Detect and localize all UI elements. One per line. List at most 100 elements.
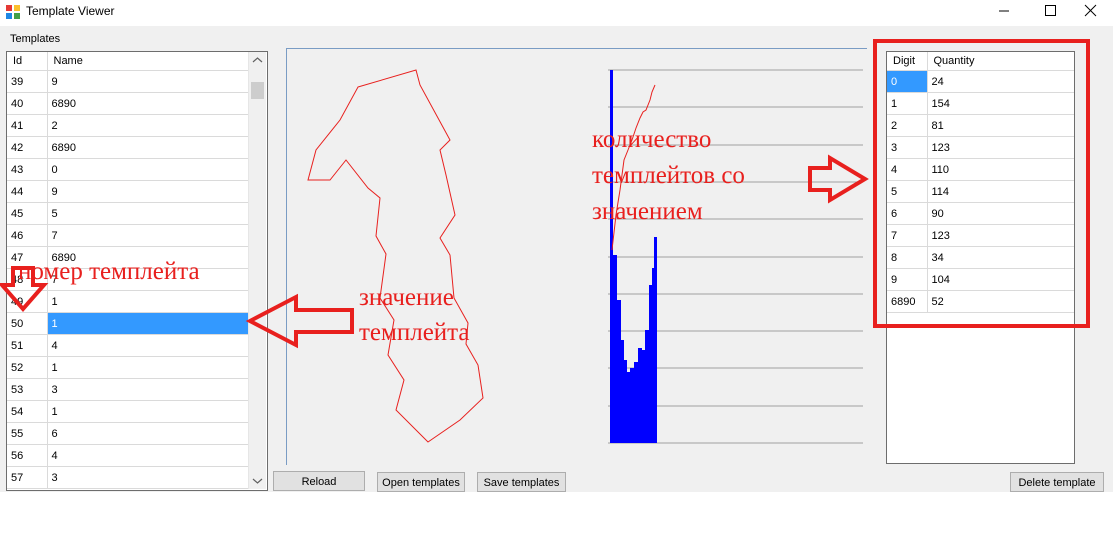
- template-preview-panel: [286, 48, 867, 465]
- digit-row[interactable]: 0 24: [887, 70, 1074, 93]
- digit-row[interactable]: 9 104: [887, 268, 1074, 291]
- minimize-button[interactable]: [981, 0, 1027, 26]
- template-cell[interactable]: 40: [7, 92, 48, 115]
- minimize-icon: [999, 10, 1009, 12]
- save-templates-button[interactable]: Save templates: [477, 472, 566, 492]
- template-row[interactable]: 39 9: [7, 70, 250, 93]
- digit-cell[interactable]: 154: [927, 92, 1074, 115]
- digit-cell[interactable]: 2: [887, 114, 928, 137]
- template-cell[interactable]: 55: [7, 422, 48, 445]
- digit-cell[interactable]: 7: [887, 224, 928, 247]
- digit-row[interactable]: 8 34: [887, 246, 1074, 269]
- template-cell[interactable]: 57: [7, 466, 48, 489]
- digit-row[interactable]: 5 114: [887, 180, 1074, 203]
- digit-row[interactable]: 7 123: [887, 224, 1074, 247]
- annotation-count-line1: количество: [592, 126, 712, 153]
- scrollbar-thumb[interactable]: [251, 82, 264, 99]
- template-cell[interactable]: 39: [7, 70, 48, 93]
- digit-row[interactable]: 3 123: [887, 136, 1074, 159]
- digits-table: Digit Quantity 0 24 1 154 2 81 3 123 4 110 5 114 6 90…: [887, 52, 1074, 313]
- template-cell[interactable]: 51: [7, 334, 48, 357]
- digit-row[interactable]: 4 110: [887, 158, 1074, 181]
- column-header-quantity[interactable]: Quantity: [927, 52, 1074, 71]
- digit-cell[interactable]: 52: [927, 290, 1074, 313]
- template-row[interactable]: 50 1: [7, 312, 250, 335]
- digit-row[interactable]: 6890 52: [887, 290, 1074, 313]
- digit-row[interactable]: 1 154: [887, 92, 1074, 115]
- template-row[interactable]: 43 0: [7, 158, 250, 181]
- digit-cell[interactable]: 0: [887, 70, 928, 93]
- template-cell[interactable]: 6890: [47, 92, 250, 115]
- templates-grid[interactable]: Id Name 39 9 40 6890 41 2 42 6890 43 0 44 9 45 5 46 7 47…: [6, 51, 268, 491]
- digit-cell[interactable]: 123: [927, 136, 1074, 159]
- template-row[interactable]: 41 2: [7, 114, 250, 137]
- template-row[interactable]: 57 3: [7, 466, 250, 489]
- reload-button[interactable]: Reload: [273, 471, 365, 491]
- template-row[interactable]: 49 1: [7, 290, 250, 313]
- template-row[interactable]: 47 6890: [7, 246, 250, 269]
- digit-cell[interactable]: 8: [887, 246, 928, 269]
- template-row[interactable]: 54 1: [7, 400, 250, 423]
- digit-cell[interactable]: 110: [927, 158, 1074, 181]
- template-cell[interactable]: 41: [7, 114, 48, 137]
- template-cell[interactable]: 6890: [47, 136, 250, 159]
- maximize-button[interactable]: [1027, 0, 1073, 26]
- annotation-template-number: номер темплейта: [18, 258, 200, 285]
- digit-cell[interactable]: 4: [887, 158, 928, 181]
- template-row[interactable]: 56 4: [7, 444, 250, 467]
- digit-cell[interactable]: 3: [887, 136, 928, 159]
- histogram-bars: [610, 70, 657, 443]
- digit-cell[interactable]: 114: [927, 180, 1074, 203]
- template-cell[interactable]: 56: [7, 444, 48, 467]
- digit-cell[interactable]: 90: [927, 202, 1074, 225]
- annotation-template-value-line1: значение: [359, 284, 454, 311]
- digit-row[interactable]: 2 81: [887, 114, 1074, 137]
- template-cell[interactable]: 42: [7, 136, 48, 159]
- scroll-up-icon[interactable]: [252, 57, 263, 63]
- template-row[interactable]: 44 9: [7, 180, 250, 203]
- template-cell[interactable]: 45: [7, 202, 48, 225]
- templates-scrollbar[interactable]: [248, 52, 266, 489]
- template-row[interactable]: 40 6890: [7, 92, 250, 115]
- template-cell[interactable]: 43: [7, 158, 48, 181]
- digit-cell[interactable]: 24: [927, 70, 1074, 93]
- digit-cell[interactable]: 1: [887, 92, 928, 115]
- maximize-icon: [1045, 5, 1056, 16]
- digit-cell[interactable]: 34: [927, 246, 1074, 269]
- template-cell[interactable]: 53: [7, 378, 48, 401]
- column-header-name[interactable]: Name: [47, 52, 250, 71]
- template-cell[interactable]: 52: [7, 356, 48, 379]
- template-cell[interactable]: 46: [7, 224, 48, 247]
- digit-cell[interactable]: 6890: [887, 290, 928, 313]
- template-cell[interactable]: 44: [7, 180, 48, 203]
- template-row[interactable]: 46 7: [7, 224, 250, 247]
- open-templates-button[interactable]: Open templates: [377, 472, 465, 492]
- scrollbar-track: [251, 57, 264, 484]
- annotation-template-value-line2: темплейта: [359, 319, 470, 346]
- template-row[interactable]: 45 5: [7, 202, 250, 225]
- profile-curve: [611, 84, 656, 251]
- scroll-down-icon[interactable]: [252, 478, 263, 484]
- template-row[interactable]: 52 1: [7, 356, 250, 379]
- template-row[interactable]: 55 6: [7, 422, 250, 445]
- digit-cell[interactable]: 6: [887, 202, 928, 225]
- arrow-left-icon: [245, 293, 354, 349]
- template-cell[interactable]: 6890: [47, 246, 250, 269]
- template-cell[interactable]: 50: [7, 312, 48, 335]
- title-bar: Template Viewer: [0, 0, 1113, 26]
- digit-cell[interactable]: 123: [927, 224, 1074, 247]
- digit-row[interactable]: 6 90: [887, 202, 1074, 225]
- digit-cell[interactable]: 81: [927, 114, 1074, 137]
- delete-template-button[interactable]: Delete template: [1010, 472, 1104, 492]
- column-header-digit[interactable]: Digit: [887, 52, 928, 71]
- digit-cell[interactable]: 9: [887, 268, 928, 291]
- digit-cell[interactable]: 104: [927, 268, 1074, 291]
- template-row[interactable]: 42 6890: [7, 136, 250, 159]
- digit-cell[interactable]: 5: [887, 180, 928, 203]
- template-cell[interactable]: 54: [7, 400, 48, 423]
- column-header-id[interactable]: Id: [7, 52, 48, 71]
- digits-grid[interactable]: Digit Quantity 0 24 1 154 2 81 3 123 4 110 5 114 6 90…: [886, 51, 1075, 464]
- close-button[interactable]: [1067, 0, 1113, 26]
- template-cell[interactable]: 1: [47, 312, 250, 335]
